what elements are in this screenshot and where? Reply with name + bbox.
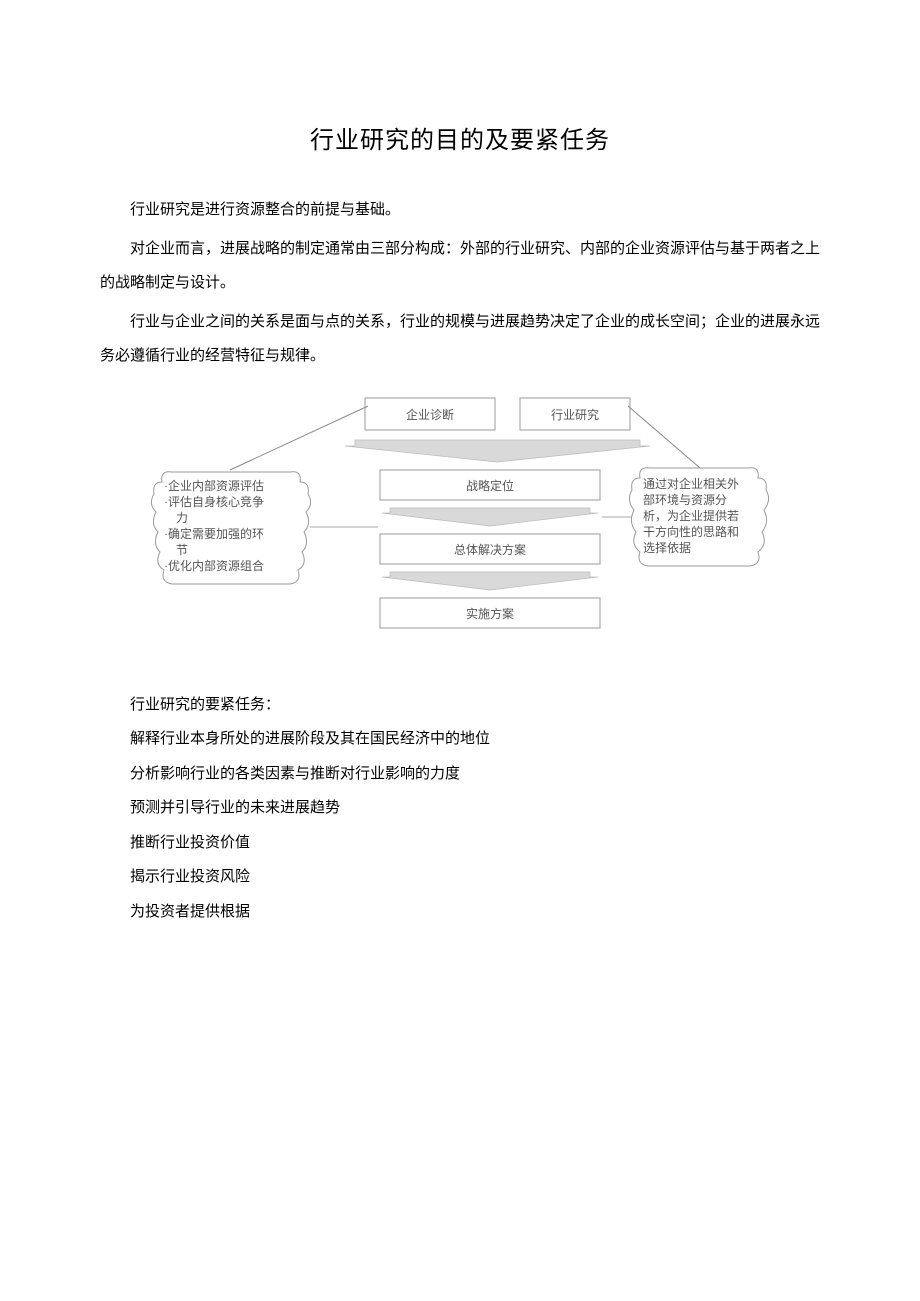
- box-overall-solution-label: 总体解决方案: [454, 542, 526, 557]
- box-implementation-label: 实施方案: [466, 606, 514, 621]
- cloud-right-l1: 通过对企业相关外: [643, 476, 739, 491]
- cloud-right-l2: 部环境与资源分: [643, 492, 727, 507]
- para-1: 行业研究是进行资源整合的前提与基础。: [100, 193, 820, 228]
- cloud-right-l5: 选择依据: [643, 540, 691, 555]
- task-1: 解释行业本身所处的进展阶段及其在国民经济中的地位: [100, 722, 820, 757]
- cloud-left-l6: ·优化内部资源组合: [164, 558, 264, 573]
- cloud-left-l1: ·企业内部资源评估: [164, 478, 264, 493]
- cloud-left-l5: 节: [164, 543, 188, 557]
- box-enterprise-diagnosis-label: 企业诊断: [406, 407, 454, 422]
- cloud-right: 通过对企业相关外 部环境与资源分 析，为企业提供若 干方向性的思路和 选择依据: [629, 467, 768, 565]
- cloud-left-l2: ·评估自身核心竞争: [164, 494, 264, 509]
- cloud-right-l4: 干方向性的思路和: [643, 524, 739, 539]
- cloud-left: ·企业内部资源评估 ·评估自身核心竞争 力 ·确定需要加强的环 节 ·优化内部资…: [151, 471, 310, 583]
- page-title: 行业研究的目的及要紧任务: [100, 120, 820, 155]
- task-4: 推断行业投资价值: [100, 826, 820, 861]
- para-3: 行业与企业之间的关系是面与点的关系，行业的规模与进展趋势决定了企业的成长空间；企…: [100, 305, 820, 374]
- task-3: 预测并引导行业的未来进展趋势: [100, 791, 820, 826]
- para-2: 对企业而言，进展战略的制定通常由三部分构成：外部的行业研究、内部的企业资源评估与…: [100, 232, 820, 301]
- task-2: 分析影响行业的各类因素与推断对行业影响的力度: [100, 757, 820, 792]
- task-list: 行业研究的要紧任务： 解释行业本身所处的进展阶段及其在国民经济中的地位 分析影响…: [100, 688, 820, 930]
- cloud-right-l3: 析，为企业提供若: [643, 508, 739, 523]
- connector-left: [230, 406, 368, 470]
- box-strategy-position-label: 战略定位: [466, 478, 514, 493]
- connector-right: [628, 406, 700, 468]
- box-industry-research-label: 行业研究: [551, 407, 599, 422]
- task-heading: 行业研究的要紧任务：: [100, 688, 820, 723]
- arrow-down-1: [345, 440, 650, 462]
- arrow-down-3: [382, 572, 598, 590]
- arrow-down-2: [382, 508, 598, 526]
- cloud-left-l4: ·确定需要加强的环: [164, 526, 264, 541]
- task-5: 揭示行业投资风险: [100, 860, 820, 895]
- strategy-diagram: 企业诊断 行业研究 战略定位 总体解决方案 实施方案 ·企业内部资源评估 ·评估…: [150, 392, 770, 662]
- cloud-left-l3: 力: [164, 511, 188, 525]
- task-6: 为投资者提供根据: [100, 895, 820, 930]
